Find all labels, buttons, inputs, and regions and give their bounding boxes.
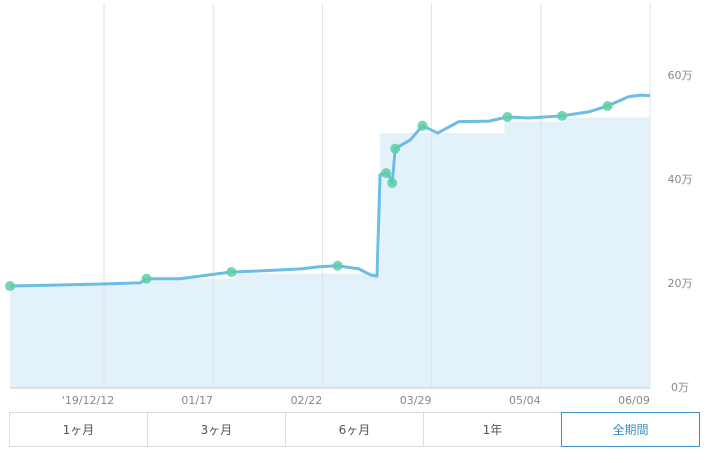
event-marker xyxy=(417,120,428,131)
event-marker xyxy=(332,260,343,271)
event-marker xyxy=(5,281,15,292)
event-marker xyxy=(141,273,152,284)
range-button[interactable]: 全期間 xyxy=(561,412,700,447)
area xyxy=(10,117,650,388)
event-marker xyxy=(557,110,568,121)
y-tick-label: 40万 xyxy=(668,173,693,186)
range-button[interactable]: 1年 xyxy=(423,412,562,447)
x-tick-label: 06/09 xyxy=(618,394,650,407)
y-tick-label: 20万 xyxy=(668,277,693,290)
x-tick-label: 01/17 xyxy=(181,394,213,407)
event-marker xyxy=(387,178,398,189)
event-marker xyxy=(381,168,392,179)
range-button[interactable]: 1ヶ月 xyxy=(9,412,148,447)
range-buttons: 1ヶ月 3ヶ月 6ヶ月 1年 全期間 xyxy=(9,412,700,447)
x-tick-label: 05/04 xyxy=(509,394,541,407)
x-tick-label: '19/12/12 xyxy=(62,394,114,407)
range-button[interactable]: 3ヶ月 xyxy=(147,412,286,447)
event-marker xyxy=(226,266,237,277)
chart: '19/12/12 01/17 02/22 03/29 05/04 06/09 0万 20万 4… xyxy=(5,3,693,407)
event-marker xyxy=(390,143,401,154)
event-marker xyxy=(502,111,513,122)
y-tick-label: 60万 xyxy=(668,69,693,82)
x-tick-label: 03/29 xyxy=(400,394,432,407)
event-marker xyxy=(602,101,613,112)
range-button[interactable]: 6ヶ月 xyxy=(285,412,424,447)
x-tick-label: 02/22 xyxy=(291,394,323,407)
y-tick-label: 0万 xyxy=(671,381,689,394)
